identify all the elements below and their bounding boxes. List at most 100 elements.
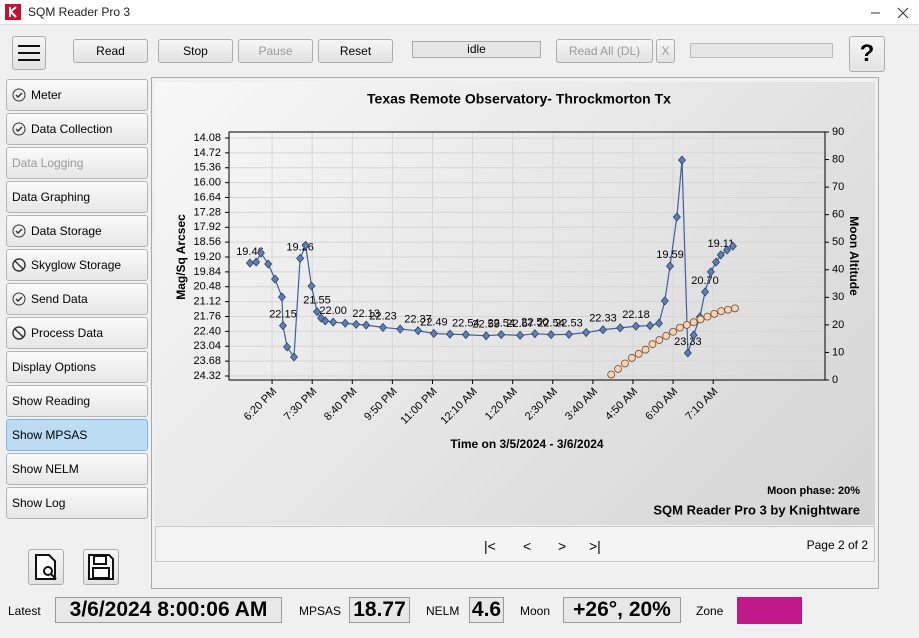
- value-label: 22.37: [404, 314, 432, 326]
- sidebar-button[interactable]: Show MPSAS: [6, 419, 148, 451]
- latest-label: Latest: [8, 604, 41, 618]
- mpsas-point: [701, 287, 710, 297]
- mpsas-point: [256, 248, 265, 258]
- sidebar-label: Data Graphing: [12, 190, 91, 204]
- y-tick-label: 19.20: [193, 251, 221, 263]
- value-label: 21.55: [303, 295, 331, 307]
- moon-point: [696, 315, 705, 324]
- sidebar-label: Send Data: [31, 292, 88, 306]
- sidebar-button[interactable]: Display Options: [6, 351, 148, 383]
- mpsas-point: [396, 324, 405, 334]
- y-axis-label: Mag/Sq Arcsec: [174, 214, 188, 300]
- y2-tick-label: 10: [832, 346, 844, 358]
- y-tick-label: 16.00: [193, 177, 221, 189]
- mpsas-point: [631, 321, 640, 331]
- save-button[interactable]: [83, 549, 119, 585]
- progress-bar: [690, 43, 833, 58]
- sidebar-button[interactable]: Show Reading: [6, 385, 148, 417]
- mpsas-point: [660, 296, 669, 306]
- moon-label: Moon: [520, 604, 551, 618]
- x-tick-label: 11:00 PM: [398, 386, 439, 427]
- mpsas-point: [341, 318, 350, 328]
- moon-point: [689, 318, 698, 327]
- sidebar-button[interactable]: Process Data: [6, 317, 148, 349]
- help-button[interactable]: ?: [849, 36, 885, 72]
- cancel-button[interactable]: X: [656, 39, 675, 63]
- sidebar-button[interactable]: Send Data: [6, 283, 148, 315]
- sidebar-button[interactable]: Show Log: [6, 487, 148, 519]
- y-tick-label: 16.64: [193, 191, 221, 203]
- y-tick-label: 18.56: [193, 236, 221, 248]
- export-button[interactable]: [28, 549, 64, 585]
- sidebar-button[interactable]: Data Collection: [6, 113, 148, 145]
- mpsas-point: [246, 258, 254, 268]
- y2-tick-label: 70: [832, 181, 844, 193]
- mpsas-point: [313, 307, 321, 317]
- x-tick-label: 4:50 AM: [603, 386, 640, 423]
- sidebar-button[interactable]: Meter: [6, 79, 148, 111]
- stop-button[interactable]: Stop: [158, 39, 233, 63]
- next-page[interactable]: >: [558, 538, 567, 554]
- app-icon: [5, 4, 21, 20]
- moon-point: [662, 332, 671, 340]
- mpsas-point: [362, 320, 371, 330]
- sidebar-label: Skyglow Storage: [31, 258, 122, 272]
- mpsas-point: [352, 319, 361, 329]
- value-label: 22.13: [352, 308, 380, 320]
- first-page[interactable]: |<: [484, 538, 496, 554]
- y-tick-label: 21.76: [193, 310, 221, 322]
- moon-point: [703, 312, 712, 321]
- sidebar-label: Show Reading: [12, 394, 91, 408]
- value-label: 19.59: [656, 249, 684, 261]
- moon-point: [614, 365, 622, 373]
- mpsas-point: [264, 259, 273, 269]
- sidebar-label: Process Data: [31, 326, 104, 340]
- moon-point: [634, 349, 643, 358]
- sidebar-label: Data Storage: [31, 224, 102, 238]
- value-label: 22.00: [319, 305, 347, 317]
- moon-phase: Moon phase: 20%: [767, 485, 860, 497]
- page-indicator: Page 2 of 2: [806, 538, 868, 552]
- mpsas-point: [616, 323, 625, 333]
- prev-page[interactable]: <: [523, 538, 532, 554]
- y-tick-label: 23.04: [193, 340, 221, 352]
- sidebar-label: Data Collection: [31, 122, 113, 136]
- read-button[interactable]: Read: [73, 39, 148, 63]
- mpsas-point: [666, 261, 674, 271]
- sidebar-label: Show Log: [12, 496, 66, 510]
- mpsas-point: [723, 245, 732, 255]
- read-all-button[interactable]: Read All (DL): [556, 39, 653, 63]
- value-label: 22.18: [622, 309, 650, 321]
- last-page[interactable]: >|: [589, 538, 601, 554]
- mpsas-point: [414, 326, 423, 336]
- value-label: 22.54: [452, 318, 480, 330]
- window-controls[interactable]: [868, 6, 913, 20]
- reset-button[interactable]: Reset: [318, 39, 393, 63]
- menu-button[interactable]: [12, 36, 46, 70]
- sidebar-button[interactable]: Data Graphing: [6, 181, 148, 213]
- mpsas-point: [646, 321, 655, 331]
- value-label: 22.50: [521, 317, 549, 329]
- pause-button[interactable]: Pause: [238, 39, 313, 63]
- sidebar-button[interactable]: Data Storage: [6, 215, 148, 247]
- zone-color: [737, 597, 802, 624]
- y-tick-label: 15.36: [193, 162, 221, 174]
- sidebar-button[interactable]: Skyglow Storage: [6, 249, 148, 281]
- value-label: 22.23: [369, 310, 397, 322]
- value-label: 19.26: [286, 241, 314, 253]
- moon-point: [627, 354, 636, 362]
- pager: |< < > >| Page 2 of 2: [155, 526, 875, 562]
- mpsas-point: [582, 328, 591, 338]
- value-label: 22.59: [472, 319, 500, 331]
- value-label: 19.46: [236, 246, 264, 258]
- moon-point: [682, 320, 691, 329]
- mpsas-point: [278, 321, 287, 331]
- chart: Texas Remote Observatory- Throckmorton T…: [174, 91, 861, 518]
- x-tick-label: 3:40 AM: [563, 386, 600, 423]
- sidebar-button[interactable]: Data Logging: [6, 147, 148, 179]
- mpsas-point: [598, 325, 607, 335]
- sidebar-button[interactable]: Show NELM: [6, 453, 148, 485]
- mpsas-point: [516, 330, 525, 340]
- y-tick-label: 21.12: [193, 296, 221, 308]
